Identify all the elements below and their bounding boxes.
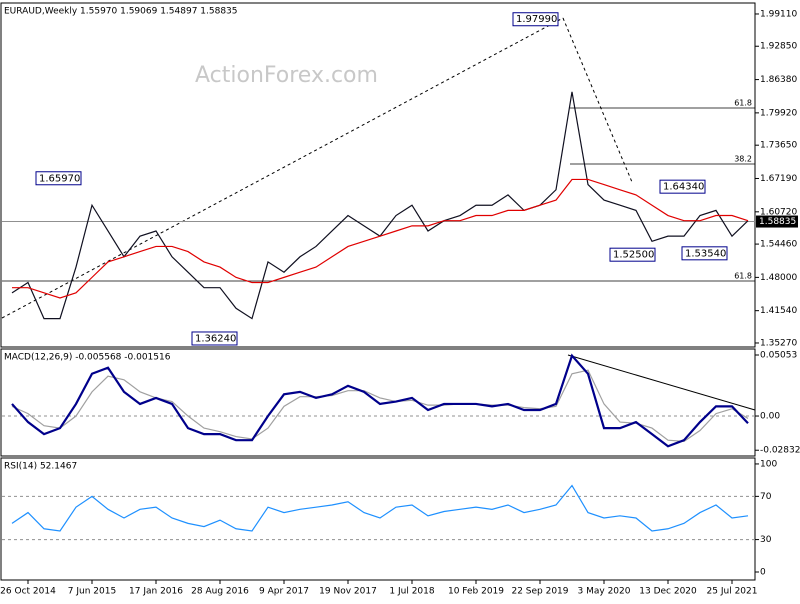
annotation-box bbox=[35, 171, 82, 186]
y-tick-label: 1.60720 bbox=[760, 207, 797, 217]
y-tick-label: 1.54460 bbox=[760, 240, 797, 250]
pane-title: RSI(14) 52.1467 bbox=[4, 462, 77, 472]
y-tick-label: 0.00 bbox=[760, 412, 780, 422]
y-tick-label: 1.99110 bbox=[760, 9, 797, 19]
y-tick-label: 70 bbox=[760, 492, 772, 502]
x-tick-label: 1 Jul 2018 bbox=[389, 587, 434, 597]
y-tick-label: -0.028323 bbox=[760, 446, 800, 456]
series-line bbox=[11, 484, 749, 532]
last-price-box bbox=[756, 215, 798, 228]
x-tick-label: 17 Jan 2016 bbox=[129, 587, 183, 597]
annotation-box bbox=[659, 179, 706, 194]
x-tick-label: 22 Sep 2019 bbox=[511, 587, 568, 597]
macd-pane bbox=[0, 348, 756, 457]
annotation-label: 1.53540 bbox=[685, 248, 726, 259]
series-line bbox=[11, 369, 749, 443]
y-tick-label: 1.79920 bbox=[760, 108, 797, 118]
macd-trend-line bbox=[567, 354, 756, 411]
y-tick-label: 1.48000 bbox=[760, 273, 797, 283]
y-tick-label: 1.41540 bbox=[760, 306, 797, 316]
series-line bbox=[12, 178, 749, 299]
y-tick-label: 30 bbox=[760, 535, 772, 545]
annotation-box bbox=[681, 246, 728, 261]
x-tick-label: 3 May 2020 bbox=[578, 587, 631, 597]
x-tick-label: 7 Jun 2015 bbox=[68, 587, 116, 597]
annotation-label: 1.52500 bbox=[613, 250, 654, 261]
x-tick-label: 19 Nov 2017 bbox=[319, 587, 377, 597]
x-tick-label: 28 Aug 2016 bbox=[191, 587, 249, 597]
y-tick-label: 1.73650 bbox=[760, 141, 797, 151]
annotation-box bbox=[191, 331, 238, 346]
y-tick-label: 1.35270 bbox=[760, 338, 797, 348]
watermark: ActionForex.com bbox=[195, 63, 378, 88]
annotation-label: 1.64340 bbox=[663, 182, 704, 193]
annotation-label: 1.36240 bbox=[195, 333, 236, 344]
pane-title: EURAUD,Weekly 1.55970 1.59069 1.54897 1.… bbox=[4, 7, 238, 17]
price-pane bbox=[0, 2, 756, 348]
annotation-box bbox=[512, 12, 559, 27]
rsi-pane bbox=[0, 457, 756, 581]
annotation-label: 1.65970 bbox=[39, 173, 80, 184]
trend-line bbox=[1, 17, 564, 319]
x-tick-label: 10 Feb 2019 bbox=[448, 587, 504, 597]
y-tick-label: 100 bbox=[760, 459, 777, 469]
last-price-label: 1.58835 bbox=[759, 217, 796, 227]
x-tick-label: 25 Jul 2021 bbox=[707, 587, 758, 597]
y-tick-label: 1.92850 bbox=[760, 42, 797, 52]
y-tick-label: 0.05053 bbox=[760, 351, 797, 361]
fib-label: 61.8 bbox=[734, 272, 752, 281]
y-tick-label: 1.67190 bbox=[760, 174, 797, 184]
fib-label: 38.2 bbox=[734, 155, 752, 164]
y-tick-label: 0 bbox=[760, 568, 766, 578]
x-tick-label: 26 Oct 2014 bbox=[0, 587, 56, 597]
pane-title: MACD(12,26,9) -0.005568 -0.001516 bbox=[4, 353, 171, 363]
x-tick-label: 9 Apr 2017 bbox=[259, 587, 309, 597]
fib-label: 61.8 bbox=[734, 99, 752, 108]
series-line bbox=[11, 353, 749, 448]
x-tick-label: 13 Dec 2020 bbox=[639, 587, 697, 597]
annotation-box bbox=[609, 247, 656, 262]
y-tick-label: 1.86380 bbox=[760, 75, 797, 85]
annotation-label: 1.97990 bbox=[516, 14, 557, 25]
